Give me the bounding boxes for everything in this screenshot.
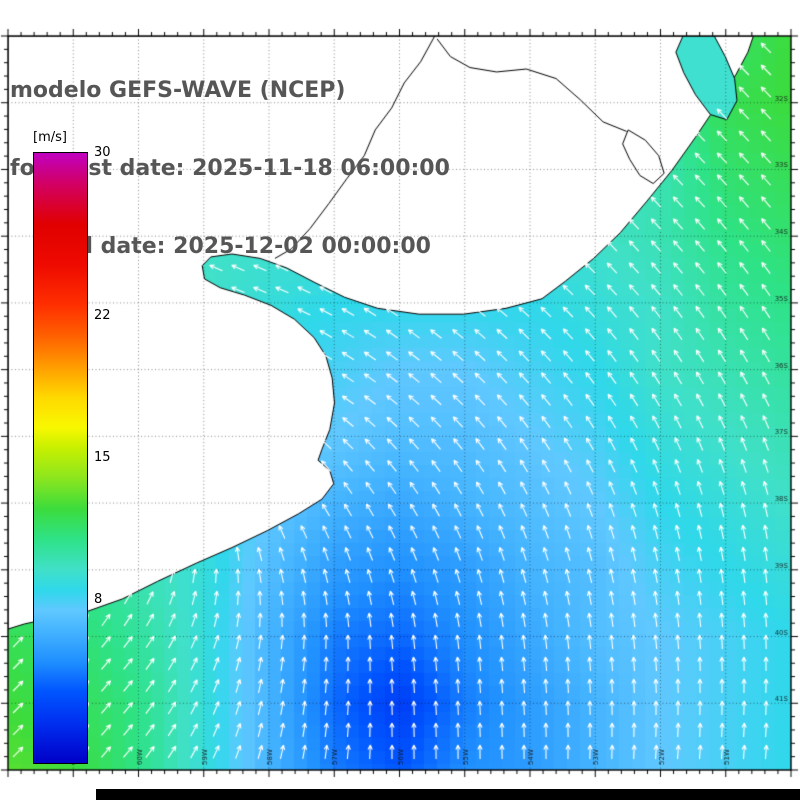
colorbar-unit-label: [m/s]: [33, 130, 67, 145]
colorbar-gradient: [33, 152, 88, 764]
colorbar-tick-label: 22: [94, 307, 111, 323]
footer-bar: [96, 789, 800, 800]
colorbar-tick-label: 8: [94, 592, 103, 608]
model-title: modelo GEFS-WAVE (NCEP): [10, 78, 346, 103]
colorbar: [m/s] 30 22 15 8: [33, 130, 163, 780]
colorbar-tick-label: 30: [94, 145, 111, 160]
colorbar-tick-label: 15: [94, 450, 111, 465]
